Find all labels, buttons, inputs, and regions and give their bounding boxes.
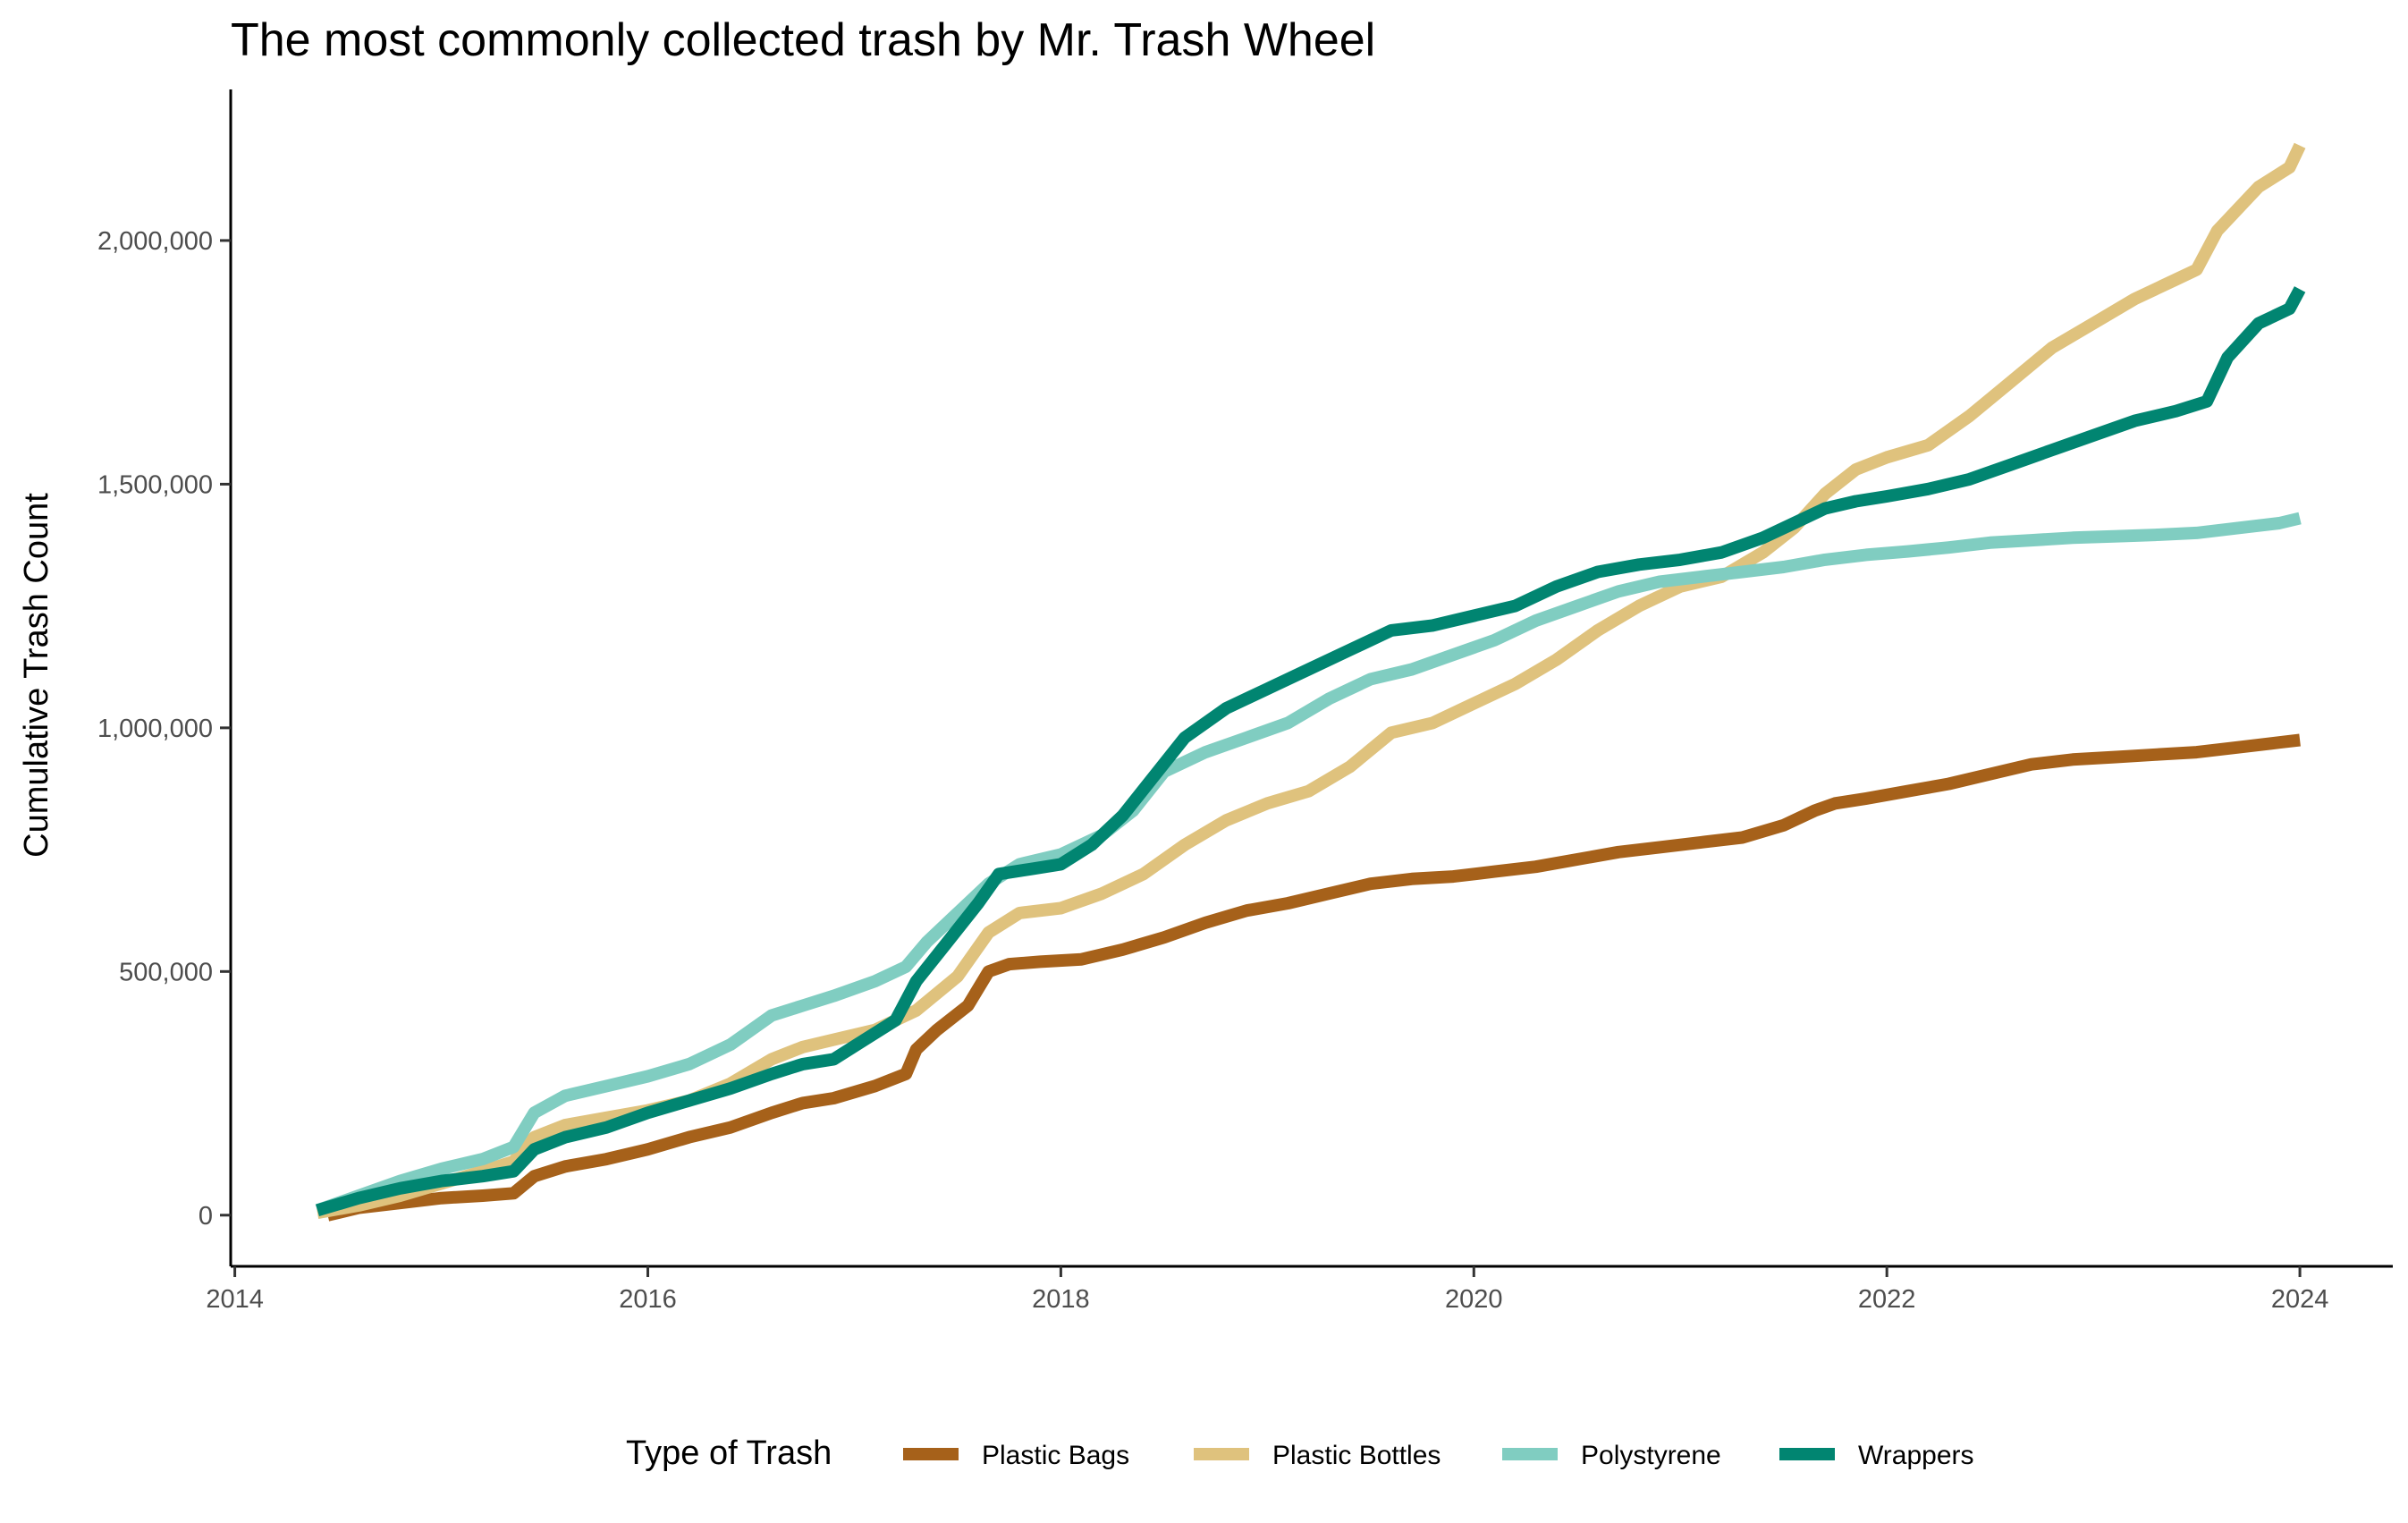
x-tick-label: 2014 — [206, 1285, 264, 1314]
y-tick-label: 500,000 — [119, 958, 213, 986]
x-tick-label: 2024 — [2271, 1285, 2329, 1314]
legend-label-plastic-bags: Plastic Bags — [982, 1441, 1129, 1470]
x-tick-label: 2018 — [1032, 1285, 1090, 1314]
y-tick-label: 2,000,000 — [97, 227, 213, 256]
x-tick-label: 2016 — [619, 1285, 677, 1314]
axes — [229, 89, 2393, 1268]
y-axis-title: Cumulative Trash Count — [18, 493, 55, 858]
series-line-plastic-bags — [325, 733, 2301, 1222]
series-line-wrappers — [316, 286, 2306, 1217]
plot-area — [315, 142, 2306, 1222]
legend-label-wrappers: Wrappers — [1858, 1441, 1974, 1470]
y-ticks: 0 500,000 1,000,000 1,500,000 2,000,000 — [97, 227, 231, 1231]
y-tick-label: 1,500,000 — [97, 470, 213, 499]
chart-title: The most commonly collected trash by Mr.… — [231, 14, 1375, 66]
series-line-polystyrene — [315, 512, 2302, 1216]
legend-title: Type of Trash — [626, 1434, 832, 1472]
legend-label-plastic-bottles: Plastic Bottles — [1272, 1441, 1441, 1470]
x-tick-label: 2022 — [1858, 1285, 1916, 1314]
x-ticks: 2014 2016 2018 2020 2022 2024 — [206, 1266, 2328, 1314]
legend-label-polystyrene: Polystyrene — [1581, 1441, 1721, 1470]
legend: Type of Trash Plastic Bags Plastic Bottle… — [626, 1434, 1974, 1472]
y-tick-label: 0 — [199, 1202, 213, 1231]
legend-items: Plastic Bags Plastic Bottles Polystyrene Wr… — [903, 1441, 1974, 1470]
y-tick-label: 1,000,000 — [97, 715, 213, 743]
x-tick-label: 2020 — [1445, 1285, 1503, 1314]
